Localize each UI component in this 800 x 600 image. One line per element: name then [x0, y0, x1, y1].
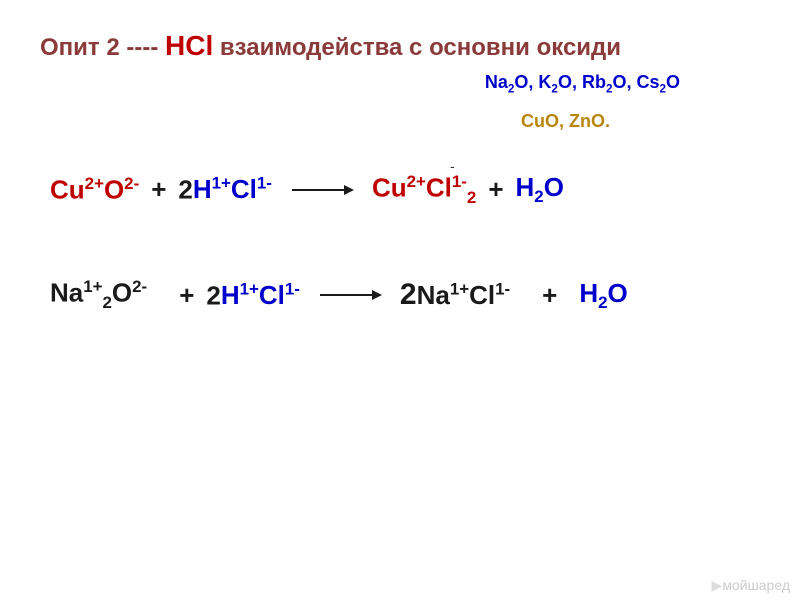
- plus-sign: +: [488, 174, 503, 205]
- eq1-reactant2: 2H1+Cl1-: [178, 174, 272, 206]
- eq1-reactant1: Cu2+O2-: [50, 174, 139, 206]
- eq2-reactant2: 2H1+Cl1-: [206, 280, 300, 312]
- eq1-product2: H2O: [516, 172, 564, 207]
- title-part2: взаимодейства с основни оксиди: [220, 34, 621, 61]
- title-hcl: HCl: [165, 30, 213, 61]
- plus-sign: +: [542, 280, 557, 311]
- plus-sign: +: [179, 280, 194, 311]
- plus-sign: +: [151, 174, 166, 205]
- small-dash: -: [450, 158, 455, 174]
- oxides-list-second: CuO, ZnO.: [40, 111, 760, 132]
- reaction-arrow-icon: [292, 189, 352, 191]
- watermark-text: ▶мойшаред: [712, 577, 790, 594]
- oxides-list-top: Na2O, K2O, Rb2O, Cs2O: [40, 72, 760, 96]
- experiment-title: Опит 2 ---- HCl взаимодейства с основни …: [40, 30, 760, 62]
- equation-1: Cu2+O2- + 2H1+Cl1- Cu2+Cl1-2 + H2O: [50, 172, 760, 208]
- eq2-product2: H2O: [579, 278, 627, 313]
- equation-2: Na1+2O2- + 2H1+Cl1- 2Na1+Cl1- + H2O: [50, 277, 760, 313]
- eq2-product1: 2Na1+Cl1-: [400, 278, 510, 312]
- eq1-product1: Cu2+Cl1-2: [372, 172, 476, 208]
- title-part1: Опит 2 ----: [40, 34, 165, 61]
- eq2-reactant1: Na1+2O2-: [50, 277, 147, 313]
- reaction-arrow-icon: [320, 294, 380, 296]
- slide-container: Опит 2 ---- HCl взаимодейства с основни …: [0, 0, 800, 600]
